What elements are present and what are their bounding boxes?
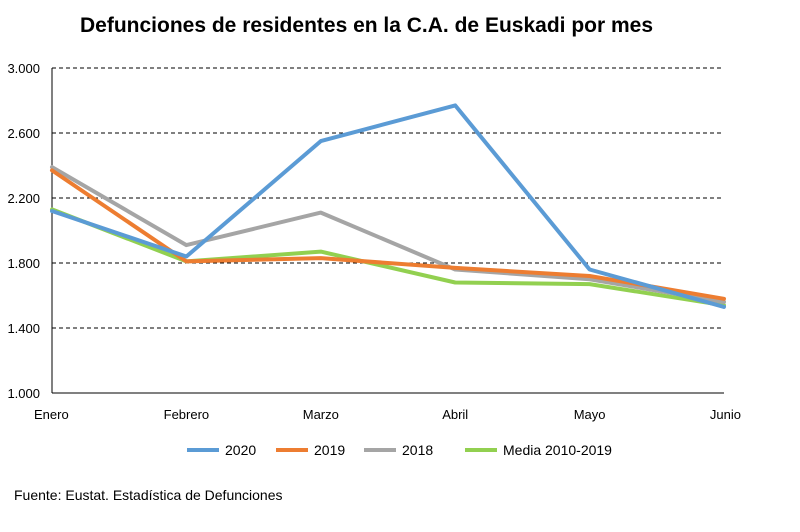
legend-label: 2019 bbox=[314, 442, 345, 458]
grid-lines bbox=[52, 67, 724, 329]
series-line-2019 bbox=[50, 168, 726, 301]
chart-title: Defunciones de residentes en la C.A. de … bbox=[80, 14, 653, 37]
series-line-2020 bbox=[50, 103, 726, 309]
legend: 2020 2019 2018 Media 2010-2019 bbox=[187, 442, 612, 458]
x-tick-label: Junio bbox=[710, 407, 741, 422]
y-tick-label: 1.800 bbox=[7, 256, 40, 271]
y-tick-label: 2.600 bbox=[7, 126, 40, 141]
x-tick-label: Febrero bbox=[164, 407, 210, 422]
y-tick-label: 1.000 bbox=[7, 386, 40, 401]
y-tick-label: 3.000 bbox=[7, 61, 40, 76]
y-tick-label: 2.200 bbox=[7, 191, 40, 206]
legend-label: Media 2010-2019 bbox=[503, 442, 612, 458]
source-note: Fuente: Eustat. Estadística de Defuncion… bbox=[14, 487, 283, 503]
data-series bbox=[50, 103, 726, 309]
y-tick-label: 1.400 bbox=[7, 321, 40, 336]
legend-label: 2020 bbox=[225, 442, 256, 458]
x-tick-label: Mayo bbox=[574, 407, 606, 422]
x-tick-label: Marzo bbox=[303, 407, 339, 422]
x-tick-label: Abril bbox=[442, 407, 468, 422]
series-line-media-2010-2019 bbox=[50, 207, 726, 308]
legend-label: 2018 bbox=[402, 442, 433, 458]
series-line-2018 bbox=[50, 165, 726, 304]
axes: 1.000 1.400 1.800 2.200 2.600 3.000 Enero Febre… bbox=[7, 61, 741, 422]
x-tick-label: Enero bbox=[34, 407, 69, 422]
